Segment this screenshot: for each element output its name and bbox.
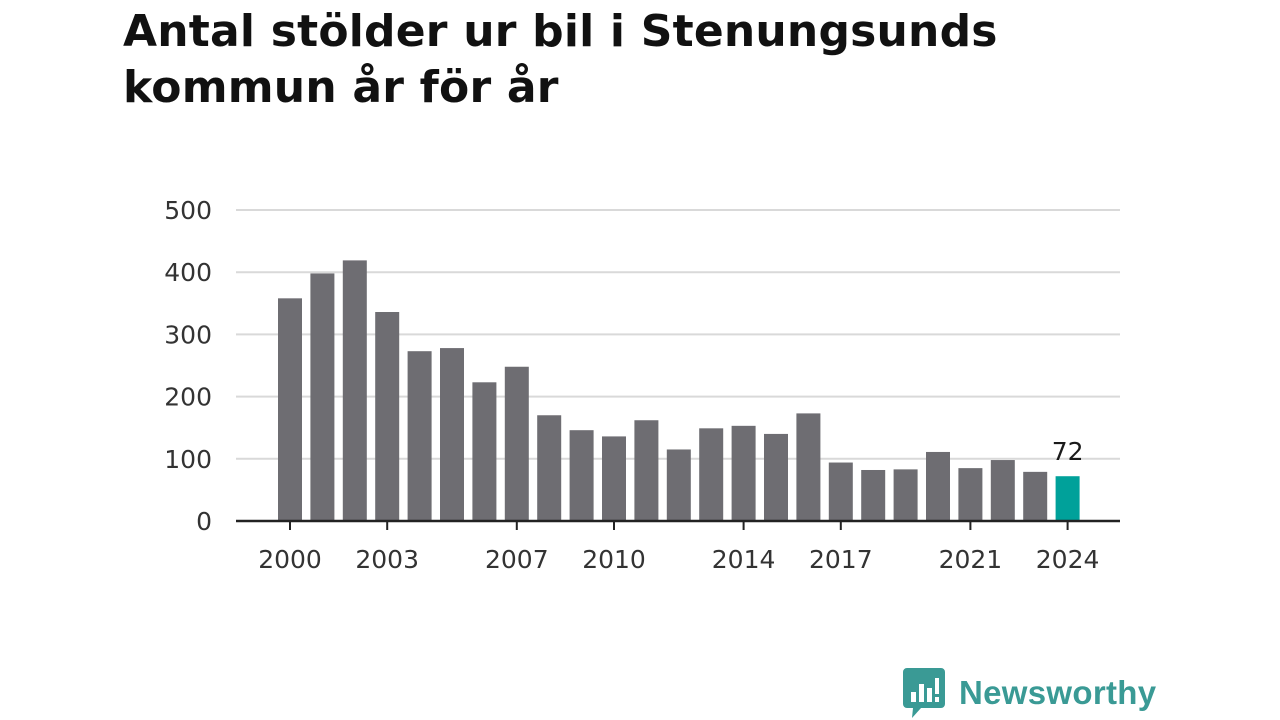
bar-2006 xyxy=(472,382,497,521)
x-axis-tick-labels: 2000 2003 2007 2010 2014 2017 2021 2024 xyxy=(258,545,1099,574)
bar-2021 xyxy=(958,468,983,521)
x-tick-label: 2000 xyxy=(258,545,322,574)
y-tick-label: 300 xyxy=(164,320,212,349)
x-tick-label: 2021 xyxy=(939,545,1003,574)
bar-2004 xyxy=(407,351,432,521)
bar-chart: 0 100 200 300 400 500 2000 2003 2007 2010 2014 201… xyxy=(164,196,1120,574)
y-tick-label: 200 xyxy=(164,383,212,412)
bar-2009 xyxy=(569,430,594,521)
x-tick-label: 2017 xyxy=(809,545,873,574)
bar-2020 xyxy=(926,451,950,521)
gridlines xyxy=(236,209,1120,460)
bar-2011 xyxy=(634,420,659,521)
bar-2022 xyxy=(990,460,1015,521)
x-axis xyxy=(236,519,1120,530)
data-labels: 72 xyxy=(1052,437,1084,466)
data-label-2024: 72 xyxy=(1052,437,1084,466)
bar-2008 xyxy=(537,415,562,521)
bar-2024 xyxy=(1055,476,1080,521)
y-tick-label: 500 xyxy=(164,196,212,225)
brand-name: Newsworthy xyxy=(959,674,1157,711)
brand-logo: Newsworthy xyxy=(903,668,1156,718)
bar-2001 xyxy=(310,273,335,521)
y-tick-label: 0 xyxy=(196,507,212,536)
bar-2014 xyxy=(731,425,756,521)
newsworthy-logo-icon xyxy=(903,668,945,718)
bar-2000 xyxy=(278,298,302,521)
bar-2019 xyxy=(893,469,918,521)
bars xyxy=(278,260,1080,521)
bar-2007 xyxy=(504,366,529,521)
bar-2017 xyxy=(828,462,853,521)
bar-2012 xyxy=(666,449,691,521)
bar-2005 xyxy=(440,348,464,521)
y-tick-label: 400 xyxy=(164,258,212,287)
y-axis-tick-labels: 0 100 200 300 400 500 xyxy=(164,196,212,536)
x-tick-label: 2007 xyxy=(485,545,549,574)
bar-2016 xyxy=(796,413,821,521)
y-tick-label: 100 xyxy=(164,445,212,474)
x-tick-label: 2024 xyxy=(1036,545,1100,574)
bar-2003 xyxy=(375,312,400,521)
bar-2013 xyxy=(699,428,724,521)
bar-2010 xyxy=(602,436,626,521)
x-tick-label: 2014 xyxy=(712,545,776,574)
bar-2023 xyxy=(1023,471,1048,521)
chart-title: Antal stölder ur bil i Stenungsunds komm… xyxy=(123,6,998,113)
bar-2002 xyxy=(342,260,367,521)
bar-2015 xyxy=(764,433,788,521)
x-tick-label: 2010 xyxy=(582,545,646,574)
bar-2018 xyxy=(861,469,886,521)
x-tick-label: 2003 xyxy=(355,545,419,574)
